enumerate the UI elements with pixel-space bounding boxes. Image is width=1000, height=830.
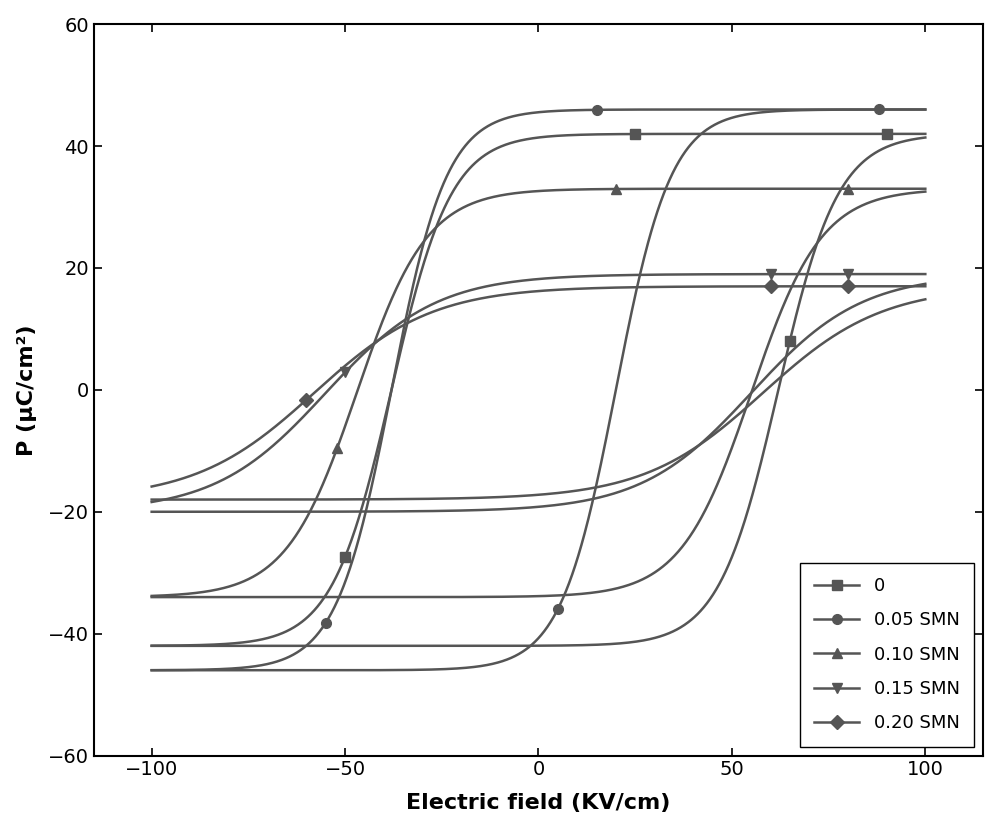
X-axis label: Electric field (KV/cm): Electric field (KV/cm) [406,793,671,813]
Y-axis label: P (μC/cm²): P (μC/cm²) [17,325,37,456]
Legend: 0, 0.05 SMN, 0.10 SMN, 0.15 SMN, 0.20 SMN: 0, 0.05 SMN, 0.10 SMN, 0.15 SMN, 0.20 SM… [800,563,974,746]
